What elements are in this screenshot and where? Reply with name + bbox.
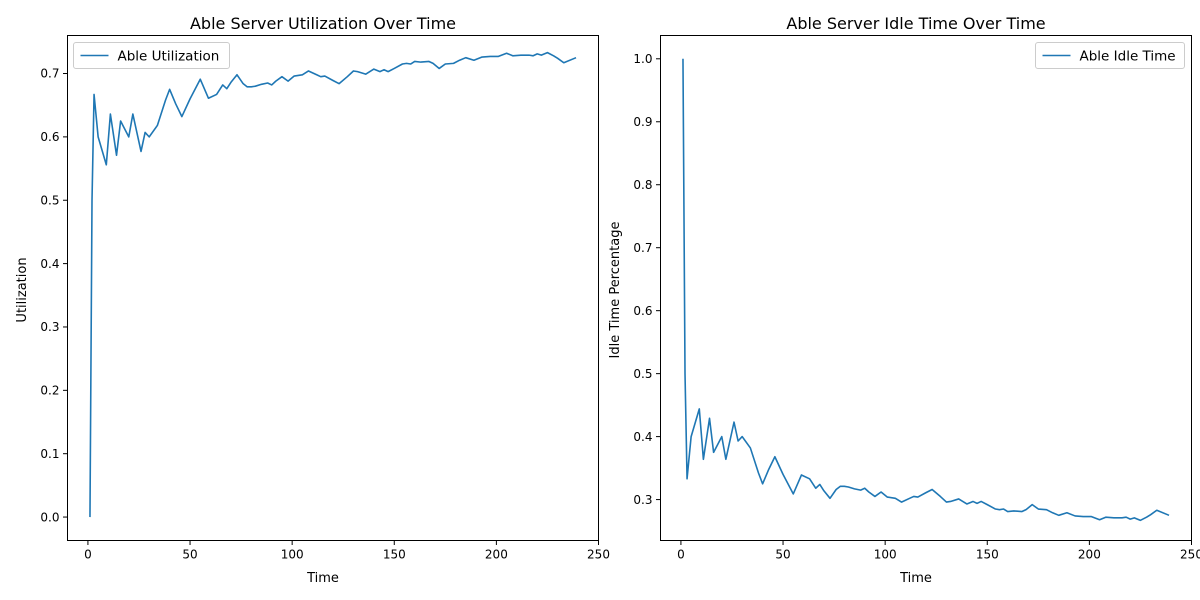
- series-line: [682, 58, 1170, 522]
- x-tick-label: 100: [281, 548, 304, 562]
- legend: Able Idle Time: [1035, 42, 1185, 69]
- chart-title: Able Server Utilization Over Time: [190, 14, 456, 33]
- legend-label: Able Utilization: [118, 49, 220, 65]
- y-tick-label: 0.3: [633, 493, 652, 507]
- y-tick-label: 0.7: [40, 67, 59, 81]
- utilization-chart: Able Server Utilization Over Time Time U…: [15, 14, 610, 586]
- x-tick-label: 0: [677, 548, 685, 562]
- plot-frame: [67, 35, 599, 541]
- y-axis-label: Utilization: [15, 257, 30, 322]
- tick-group: 0 50 100 150 200 250 0.0 0.1 0.2 0.3 0.4 0.5 0.6 0.7: [40, 67, 610, 562]
- y-tick-label: 0.1: [40, 447, 59, 461]
- y-tick-label: 0.3: [40, 320, 59, 334]
- y-axis-label: Idle Time Percentage: [608, 222, 623, 359]
- y-tick-label: 0.6: [40, 130, 59, 144]
- y-tick-label: 0.8: [633, 178, 652, 192]
- x-tick-label: 200: [485, 548, 508, 562]
- y-tick-label: 0.5: [633, 367, 652, 381]
- y-tick-label: 0.4: [40, 257, 59, 271]
- x-tick-label: 50: [775, 548, 790, 562]
- legend: Able Utilization: [73, 42, 230, 69]
- x-tick-label: 250: [587, 548, 610, 562]
- x-axis-label: Time: [899, 571, 932, 586]
- y-tick-label: 1.0: [633, 52, 652, 66]
- x-tick-label: 250: [1180, 548, 1200, 562]
- x-tick-label: 200: [1078, 548, 1101, 562]
- legend-box: [1035, 42, 1185, 69]
- chart-title: Able Server Idle Time Over Time: [786, 14, 1045, 33]
- y-tick-label: 0.7: [633, 241, 652, 255]
- x-tick-label: 0: [84, 548, 92, 562]
- y-tick-label: 0.6: [633, 304, 652, 318]
- series-layer: [89, 51, 577, 518]
- plot-frame: [660, 35, 1192, 541]
- series-line: [89, 51, 577, 518]
- x-tick-label: 150: [976, 548, 999, 562]
- x-tick-label: 100: [874, 548, 897, 562]
- x-axis-label: Time: [306, 571, 339, 586]
- legend-label: Able Idle Time: [1080, 49, 1176, 65]
- y-tick-label: 0.0: [40, 510, 59, 524]
- x-tick-label: 150: [383, 548, 406, 562]
- y-tick-label: 0.9: [633, 115, 652, 129]
- legend-box: [73, 42, 230, 69]
- x-tick-label: 50: [182, 548, 197, 562]
- idle-time-chart: Able Server Idle Time Over Time Time Idl…: [608, 14, 1200, 586]
- y-tick-label: 0.5: [40, 193, 59, 207]
- y-tick-label: 0.2: [40, 384, 59, 398]
- y-tick-label: 0.4: [633, 430, 652, 444]
- series-layer: [682, 58, 1170, 522]
- tick-group: 0 50 100 150 200 250 0.3 0.4 0.5 0.6 0.7 0.8 0.9 1.0: [633, 52, 1200, 562]
